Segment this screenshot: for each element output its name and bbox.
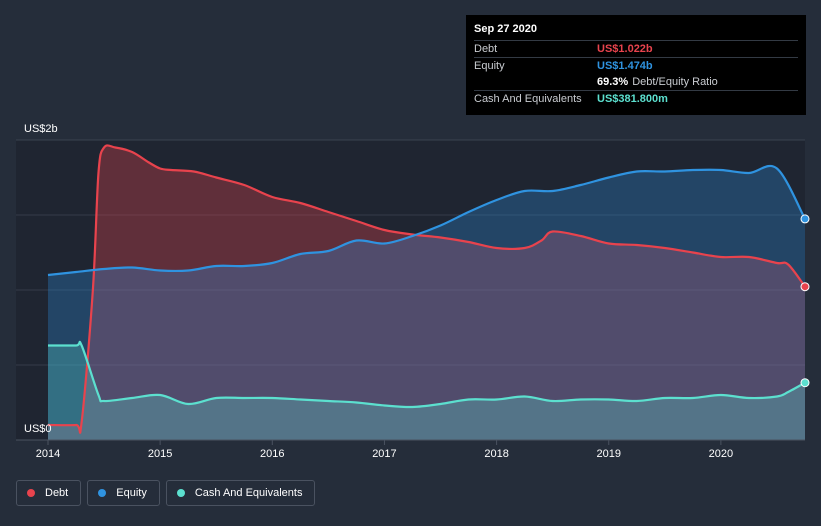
tooltip-value: US$381.800m xyxy=(597,93,668,105)
debt-end-point xyxy=(800,282,810,292)
tooltip-row-equity: Equity US$1.474b xyxy=(474,57,798,74)
equity-line xyxy=(47,164,806,277)
debt-area xyxy=(48,145,805,440)
cash-line xyxy=(48,340,806,409)
debt-line xyxy=(47,144,806,434)
tooltip-row-debt: Debt US$1.022b xyxy=(474,40,798,57)
equity-area xyxy=(48,165,805,440)
y-label-top: US$2b xyxy=(24,123,58,135)
legend-item-debt[interactable]: Debt xyxy=(16,480,82,506)
series-lines xyxy=(47,144,806,434)
tooltip-value: US$1.474b xyxy=(597,60,653,72)
x-axis-ticks: 2014 2015 2016 2017 2018 2019 2020 xyxy=(36,440,733,460)
tooltip-label: Cash And Equivalents xyxy=(474,93,582,105)
tooltip-panel: Sep 27 2020 Debt US$1.022b Equity US$1.4… xyxy=(466,15,806,115)
series-areas xyxy=(48,145,805,440)
legend-dot-icon xyxy=(27,489,35,497)
tooltip-label: Equity xyxy=(474,60,505,72)
tooltip-date: Sep 27 2020 xyxy=(474,23,537,35)
tooltip-label: Debt xyxy=(474,43,498,55)
legend-label: Debt xyxy=(45,487,69,499)
x-tick-label: 2018 xyxy=(484,448,508,460)
legend-item-cash[interactable]: Cash And Equivalents xyxy=(165,480,316,506)
x-tick-label: 2015 xyxy=(148,448,172,460)
x-tick-label: 2016 xyxy=(260,448,284,460)
legend: Debt Equity Cash And Equivalents xyxy=(16,480,316,506)
legend-label: Equity xyxy=(116,487,147,499)
cash-end-point xyxy=(800,378,810,388)
tooltip-label xyxy=(474,74,597,90)
x-tick-label: 2017 xyxy=(372,448,396,460)
tooltip-ratio-suffix: Debt/Equity Ratio xyxy=(632,76,718,88)
x-tick-label: 2020 xyxy=(709,448,733,460)
tooltip-value: 69.3% xyxy=(597,76,629,88)
tooltip-value: US$1.022b xyxy=(597,43,653,55)
legend-item-equity[interactable]: Equity xyxy=(87,480,160,506)
y-label-bottom: US$0 xyxy=(24,423,52,435)
legend-label: Cash And Equivalents xyxy=(194,487,303,499)
tooltip-row-ratio: 69.3% Debt/Equity Ratio xyxy=(474,74,798,90)
x-tick-label: 2019 xyxy=(596,448,620,460)
gridlines xyxy=(16,214,805,366)
cash-area xyxy=(48,341,805,440)
series-end-markers xyxy=(800,214,810,388)
legend-dot-icon xyxy=(176,489,185,497)
legend-dot-icon xyxy=(98,489,107,497)
equity-end-point xyxy=(800,214,810,224)
x-tick-label: 2014 xyxy=(36,448,60,460)
tooltip-row-cash: Cash And Equivalents US$381.800m xyxy=(474,90,798,107)
